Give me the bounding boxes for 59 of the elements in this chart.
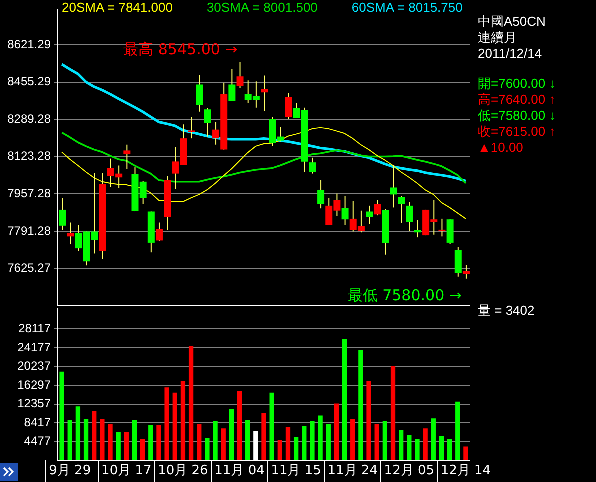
- candlestick: [406, 202, 414, 232]
- candlestick: [446, 219, 454, 246]
- x-tick-label: 9月 29: [49, 464, 92, 479]
- annotation: 最低 7580.00 →: [348, 286, 462, 304]
- x-tick-label: 12月 14: [440, 464, 492, 479]
- candlestick: [261, 75, 268, 112]
- x-tick-label: 11月 24: [328, 464, 378, 479]
- candlestick: [236, 62, 244, 90]
- candlestick: [414, 220, 422, 238]
- candlestick: [124, 144, 131, 170]
- y-tick-label: 28117: [18, 321, 52, 336]
- y-tick-label: 20237: [18, 359, 52, 374]
- y-tick-label: 7625.27: [8, 261, 52, 276]
- candlestick: [390, 164, 398, 208]
- candlestick: [196, 74, 204, 112]
- x-tick-label: 12月 05: [384, 464, 435, 479]
- y-tick-label: 8455.29: [8, 74, 52, 89]
- x-tick-label: 10月 26: [158, 464, 208, 479]
- candlestick: [188, 116, 196, 140]
- text: 收=7615.00 ↑: [478, 124, 556, 140]
- text: 2011/12/14: [478, 46, 544, 62]
- y-tick-label: 8621.29: [8, 37, 52, 52]
- text: 開=7600.00 ↓: [478, 76, 556, 92]
- candlestick: [462, 264, 470, 280]
- y-tick-label: 8417: [24, 415, 52, 430]
- candlestick: [398, 196, 406, 224]
- x-tick-label: 11月 04: [214, 464, 265, 479]
- y-tick-label: 8123.28: [8, 149, 52, 164]
- candlestick: [204, 108, 212, 138]
- candlestick: [454, 246, 462, 278]
- y-tick-label: 12357: [18, 396, 52, 411]
- candlestick: [342, 196, 349, 226]
- candlestick: [285, 92, 292, 120]
- candlestick: [228, 68, 236, 102]
- candlestick: [309, 157, 316, 174]
- candlestick: [374, 200, 382, 216]
- candlestick: [366, 205, 374, 225]
- text: 60SMA = 8015.750: [352, 0, 463, 15]
- candlestick: [156, 222, 163, 242]
- y-tick-label: 4477: [24, 434, 52, 448]
- text: ▲10.00: [478, 140, 524, 156]
- y-tick-label: 7957.28: [8, 186, 52, 200]
- text: 低=7580.00 ↓: [478, 108, 556, 124]
- text: 中國A50CN: [478, 14, 547, 30]
- y-tick-label: 24177: [18, 340, 52, 354]
- candlestick: [59, 198, 66, 231]
- text: 20SMA = 7841.000: [62, 0, 173, 15]
- text: 高=7640.00 ↑: [478, 92, 556, 108]
- candlestick: [438, 218, 446, 238]
- y-tick-label: 16297: [18, 378, 52, 392]
- annotation: 最高 8545.00 →: [124, 40, 238, 59]
- y-tick-label: 7791.28: [8, 224, 52, 238]
- text: 連續月: [478, 30, 518, 46]
- candlestick: [318, 180, 325, 210]
- text: 30SMA = 8001.500: [206, 0, 318, 15]
- x-tick-label: 11月 15: [271, 464, 322, 479]
- y-tick-label: 8289.28: [8, 112, 52, 126]
- x-tick-label: 10月 17: [102, 464, 152, 479]
- text: 量 = 3402: [478, 302, 535, 320]
